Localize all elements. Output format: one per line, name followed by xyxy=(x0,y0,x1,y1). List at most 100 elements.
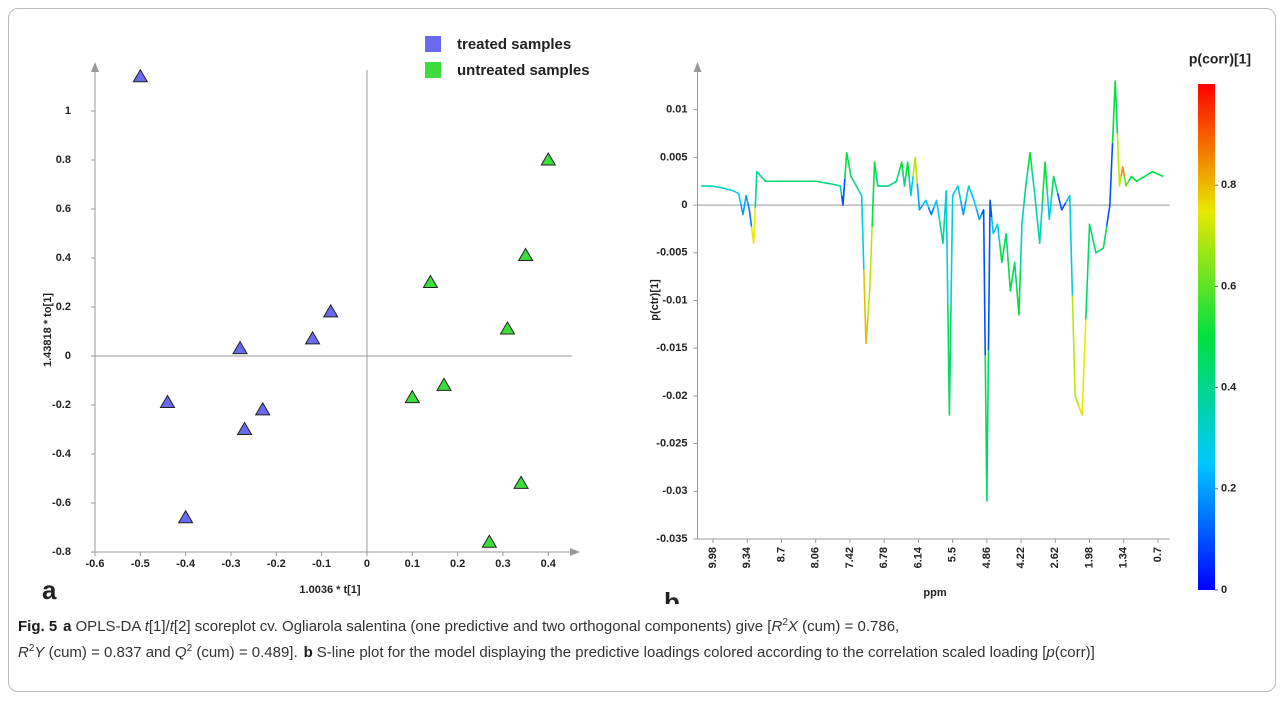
line-segment xyxy=(980,209,987,356)
x-tick-label: 9.98 xyxy=(707,547,719,568)
point xyxy=(540,152,557,166)
caption-text: Q xyxy=(174,644,187,661)
line-segment xyxy=(727,188,737,193)
x-tick-label: 2.62 xyxy=(1049,547,1061,568)
line-segment xyxy=(1084,223,1094,320)
caption-text: 2 xyxy=(28,643,35,654)
y-axis-label: p(ctr)[1] xyxy=(649,279,661,321)
panel-label: a xyxy=(42,575,57,604)
figure: -0.6 -0.5 -0.4 -0.3 -0.2 -0.1 0 0.1 0.2 0.3 0.4 -0.… xyxy=(42,36,1251,604)
line-segment xyxy=(867,226,873,318)
line-segment xyxy=(1071,295,1080,406)
line-segment xyxy=(1148,170,1159,175)
caption-text: 2 xyxy=(782,617,788,628)
line-segment xyxy=(912,156,919,184)
line-segment xyxy=(987,199,993,351)
point xyxy=(499,321,516,335)
x-tick-label: 0 xyxy=(364,558,370,570)
line-segment xyxy=(754,170,762,208)
line-segment xyxy=(1007,262,1014,292)
point xyxy=(322,303,339,318)
line-segment xyxy=(916,183,924,211)
y-tick-label: 0 xyxy=(65,350,71,362)
caption-text: [1]/ xyxy=(148,618,170,635)
line-segment xyxy=(735,191,742,205)
line-segment xyxy=(954,185,962,201)
x-tick-label: 6.78 xyxy=(878,547,890,568)
line-segment xyxy=(848,164,855,182)
line-segment xyxy=(1041,161,1048,203)
panel-ref: a xyxy=(63,618,72,635)
x-tick-label: 4.22 xyxy=(1015,547,1027,568)
panel-label: b xyxy=(664,587,680,604)
caption-text: [2] scoreplot cv. Ogliarola salentina (o… xyxy=(173,618,772,635)
line-segment xyxy=(1027,151,1033,172)
point xyxy=(159,394,176,409)
y-tick-label: -0.01 xyxy=(662,294,687,306)
line-segment xyxy=(965,185,973,201)
point xyxy=(422,274,439,288)
line-segment xyxy=(1157,173,1164,178)
line-segment xyxy=(852,180,860,192)
figure-frame xyxy=(8,8,1276,692)
line-segment xyxy=(806,180,825,184)
point xyxy=(517,247,534,262)
caption-text: OPLS-DA xyxy=(75,618,141,635)
caption-text: R xyxy=(18,644,29,661)
x-tick-label: -0.2 xyxy=(267,558,286,570)
line-segment xyxy=(1011,261,1018,289)
line-segment xyxy=(990,216,997,235)
line-segment xyxy=(760,175,774,183)
y-tick-label: -0.025 xyxy=(656,438,687,450)
colorbar-tick-label: 0.2 xyxy=(1221,483,1236,495)
line-segment xyxy=(836,184,843,196)
point xyxy=(404,389,421,404)
line-segment xyxy=(1133,178,1142,183)
caption-text: (cum) = 0.786, xyxy=(797,618,900,635)
line-segment xyxy=(875,173,884,187)
colorbar-tick-label: 0 xyxy=(1221,584,1227,596)
line-segment xyxy=(1127,175,1135,182)
x-tick-label: 0.2 xyxy=(450,558,465,570)
y-tick-label: -0.005 xyxy=(656,247,687,259)
x-tick-label: 0.4 xyxy=(541,558,557,570)
line-segment xyxy=(1099,226,1108,252)
legend-swatch xyxy=(425,36,441,52)
x-tick-label: 8.06 xyxy=(810,547,822,568)
x-tick-label: -0.4 xyxy=(176,558,196,570)
line-segment xyxy=(998,243,1005,264)
x-tick-label: -0.1 xyxy=(312,558,331,570)
x-tick-label: 7.42 xyxy=(844,547,856,568)
line-segment xyxy=(740,203,746,216)
caption-text: S-line plot for the model displaying the… xyxy=(316,644,1047,661)
line-segment xyxy=(746,202,753,227)
point xyxy=(436,377,452,391)
caption-text: X xyxy=(787,618,798,635)
line-segment xyxy=(898,161,904,175)
line-segment xyxy=(743,194,749,206)
line-segment xyxy=(858,190,865,270)
colorbar-tick-label: 0.4 xyxy=(1221,382,1237,394)
caption-text: (corr)] xyxy=(1054,644,1095,661)
line-segment xyxy=(1023,169,1029,206)
colorbar-tick-label: 0.8 xyxy=(1221,179,1236,191)
point xyxy=(232,340,248,355)
line-segment xyxy=(1003,232,1010,263)
line-segment xyxy=(959,200,967,216)
x-tick-label: 9.34 xyxy=(741,546,753,568)
y-tick-label: -0.6 xyxy=(52,497,71,509)
caption-text: t xyxy=(169,618,174,635)
line-segment xyxy=(950,190,956,306)
axis-arrow xyxy=(91,62,99,72)
point xyxy=(236,421,253,435)
caption-text: 2 xyxy=(186,643,193,654)
caption-text: t xyxy=(144,618,149,635)
line-segment xyxy=(1036,202,1044,245)
y-tick-label: 0 xyxy=(681,199,687,211)
line-segment xyxy=(823,181,837,186)
y-tick-label: 1 xyxy=(65,105,71,117)
y-tick-label: -0.035 xyxy=(656,533,687,545)
line-segment xyxy=(1111,80,1119,144)
colorbar-title: p(corr)[1] xyxy=(1189,51,1251,67)
line-segment xyxy=(1046,190,1053,221)
